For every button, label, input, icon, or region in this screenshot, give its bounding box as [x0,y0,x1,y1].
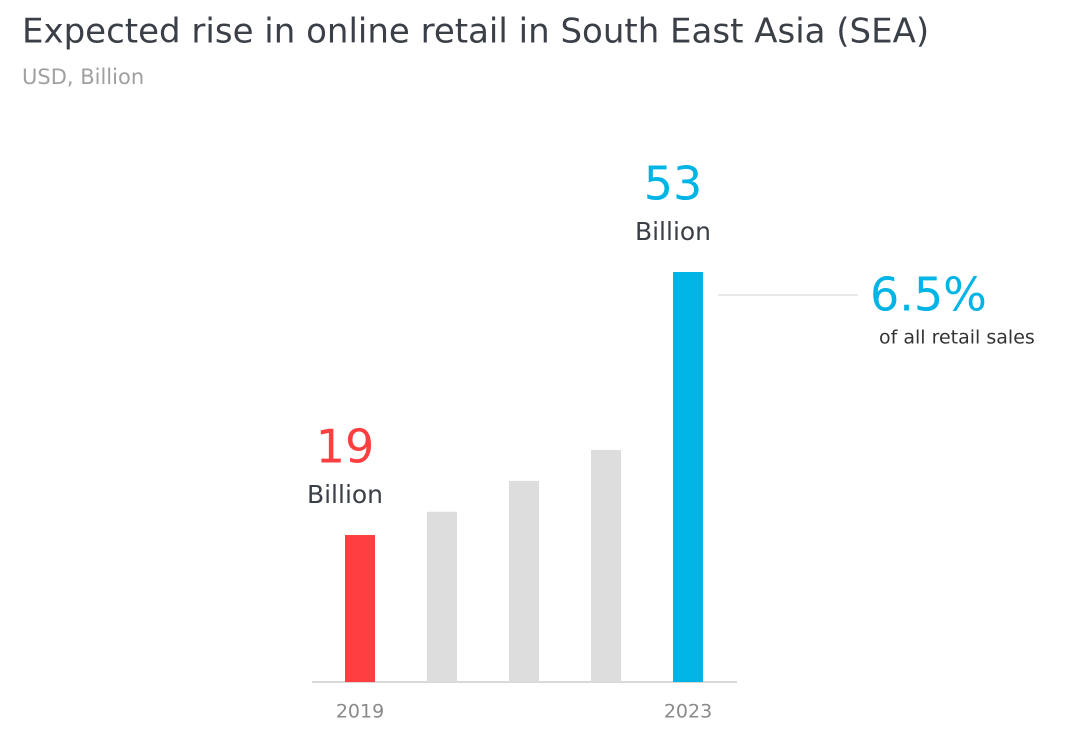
value-unit: Billion [307,480,383,509]
chart-title: Expected rise in online retail in South … [22,12,929,52]
bar [673,272,703,682]
bar [427,511,457,682]
value-unit: Billion [635,217,711,246]
annotation-value: 6.5% [870,268,987,322]
value-label: 19 [316,420,375,474]
bar [345,535,375,682]
bar [509,480,539,682]
chart-subtitle: USD, Billion [22,65,144,89]
x-tick-label: 2023 [664,701,712,723]
annotation-subtext: of all retail sales [879,327,1035,349]
x-tick-label: 2019 [336,701,384,723]
bar [591,449,621,682]
value-label: 53 [644,157,703,211]
